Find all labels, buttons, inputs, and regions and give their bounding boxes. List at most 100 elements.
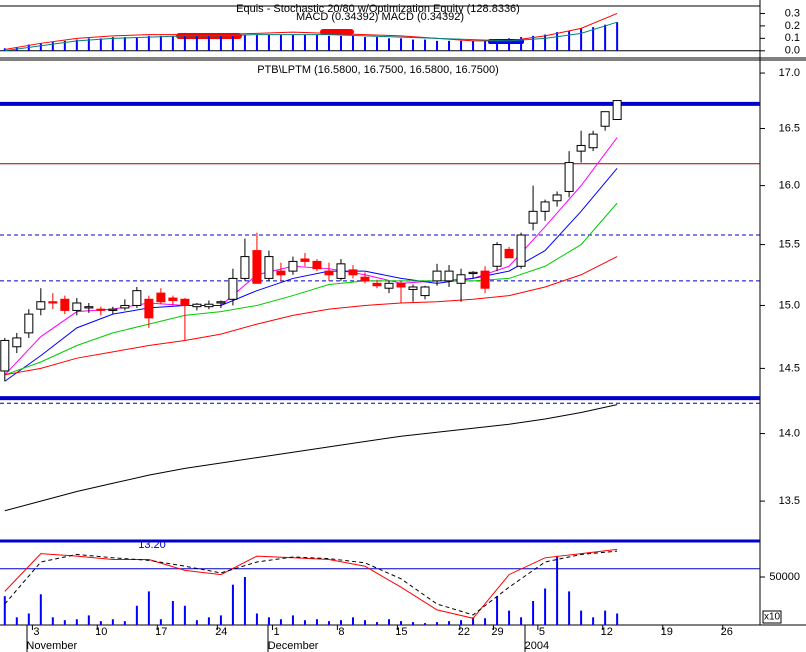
month-label: December bbox=[268, 640, 319, 652]
histogram-bar bbox=[279, 34, 282, 51]
volume-bar bbox=[75, 619, 78, 625]
line bbox=[4, 550, 618, 616]
scale-box bbox=[762, 610, 782, 624]
histogram-bar bbox=[472, 40, 475, 51]
candle-body bbox=[120, 304, 130, 309]
candle-body bbox=[396, 282, 406, 288]
candle-body bbox=[324, 270, 334, 276]
volume-bar bbox=[400, 621, 403, 625]
histogram-bar bbox=[460, 40, 463, 51]
histogram-bar bbox=[51, 42, 54, 51]
candle-body bbox=[408, 286, 418, 290]
line bbox=[4, 21, 618, 52]
candle-body bbox=[432, 270, 442, 282]
candle-body bbox=[468, 271, 478, 275]
volume-bar bbox=[63, 620, 66, 625]
candle-body bbox=[132, 290, 142, 306]
volume-bar bbox=[580, 610, 583, 625]
volume-bar bbox=[436, 622, 439, 625]
volume-bar bbox=[412, 622, 415, 625]
candle-body bbox=[600, 111, 610, 127]
volume-bar bbox=[472, 617, 475, 625]
histogram-bar bbox=[604, 24, 607, 51]
volume-bar bbox=[363, 620, 366, 625]
y-tick-label: 50000 bbox=[769, 571, 800, 583]
volume-bar bbox=[267, 617, 270, 625]
histogram-bar bbox=[231, 35, 234, 51]
volume-bar bbox=[327, 621, 330, 625]
histogram-bar bbox=[424, 39, 427, 51]
volume-bar bbox=[123, 621, 126, 625]
candle-body bbox=[420, 286, 430, 297]
x-tick-label: 29 bbox=[491, 626, 503, 638]
histogram-bar bbox=[436, 40, 439, 51]
histogram-bar bbox=[87, 38, 90, 51]
volume-bar bbox=[3, 596, 6, 625]
x-tick-label: 8 bbox=[338, 626, 344, 638]
candle-body bbox=[576, 144, 586, 152]
histogram-bar bbox=[532, 35, 535, 51]
x-tick-label: 19 bbox=[661, 626, 673, 638]
volume-bar bbox=[231, 584, 234, 625]
candle-body bbox=[144, 298, 154, 319]
candle-body bbox=[456, 274, 466, 284]
x-tick-label: 22 bbox=[458, 626, 470, 638]
volume-bar bbox=[87, 615, 90, 625]
histogram-bar bbox=[315, 34, 318, 51]
x-tick-label: 24 bbox=[215, 626, 227, 638]
histogram-bar bbox=[496, 39, 499, 51]
histogram-bar bbox=[388, 38, 391, 51]
volume-bar bbox=[27, 613, 30, 625]
volume-bar bbox=[183, 605, 186, 625]
candle-body bbox=[312, 260, 322, 270]
volume-bar bbox=[219, 615, 222, 625]
x-tick-label: 5 bbox=[539, 626, 545, 638]
candle-body bbox=[72, 302, 82, 311]
volume-bar bbox=[460, 620, 463, 625]
candle-body bbox=[276, 270, 286, 276]
x-tick-label: 3 bbox=[33, 626, 39, 638]
volume-bar bbox=[147, 591, 150, 625]
candle-body bbox=[168, 297, 178, 302]
histogram-bar bbox=[243, 34, 246, 51]
histogram-bar bbox=[448, 40, 451, 51]
candle-body bbox=[444, 270, 454, 282]
histogram-bar bbox=[147, 35, 150, 51]
scale-label: x10 bbox=[764, 612, 781, 623]
histogram-bar bbox=[207, 35, 210, 51]
histogram-bar bbox=[327, 35, 330, 51]
candle-body bbox=[36, 301, 46, 310]
y-tick-label: 14.0 bbox=[779, 427, 800, 439]
candle-body bbox=[60, 298, 70, 311]
volume-bar bbox=[243, 577, 246, 625]
histogram-bar bbox=[183, 35, 186, 51]
histogram-bar bbox=[520, 37, 523, 51]
volume-bar bbox=[424, 623, 427, 625]
volume-bar bbox=[520, 617, 523, 625]
candle-body bbox=[492, 244, 502, 267]
volume-bar bbox=[496, 596, 499, 625]
volume-bar bbox=[303, 620, 306, 625]
candle-body bbox=[504, 248, 514, 259]
volume-bar bbox=[388, 619, 391, 625]
histogram-bar bbox=[351, 35, 354, 51]
candle-body bbox=[480, 270, 490, 289]
x-tick-label: 1 bbox=[273, 626, 279, 638]
histogram-bar bbox=[111, 37, 114, 51]
candle-body bbox=[264, 256, 274, 279]
x-tick-label: 26 bbox=[721, 626, 733, 638]
volume-bar bbox=[484, 618, 487, 625]
histogram-bar bbox=[375, 37, 378, 51]
volume-bar bbox=[195, 620, 198, 625]
histogram-bar bbox=[171, 35, 174, 51]
histogram-bar bbox=[339, 35, 342, 51]
volume-bar bbox=[351, 617, 354, 625]
histogram-bar bbox=[63, 40, 66, 51]
histogram-bar bbox=[267, 34, 270, 51]
histogram-bar bbox=[616, 22, 619, 51]
y-tick-label: 0.3 bbox=[785, 7, 800, 19]
candle-body bbox=[588, 133, 598, 149]
